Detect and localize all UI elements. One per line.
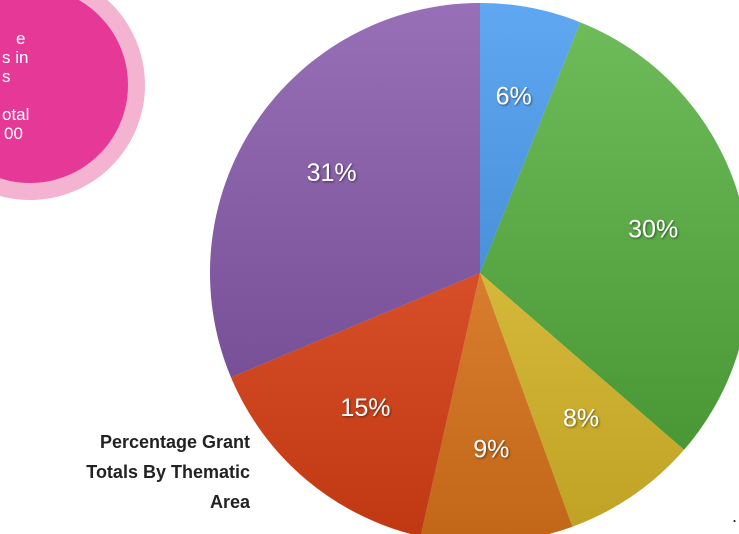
data-label: 15%	[340, 394, 390, 422]
badge-gear	[0, 0, 128, 183]
data-label: 31%	[307, 159, 357, 187]
badge-text: e	[16, 29, 25, 48]
badge-text: 00	[4, 124, 23, 143]
data-label: 8%	[563, 404, 599, 432]
badge: e s in s otal 00	[0, 0, 145, 200]
data-label: 30%	[628, 216, 678, 244]
pie: 6% 30% 8% 9% 15% 31%	[210, 3, 739, 534]
footnote: .	[732, 506, 737, 526]
caption: Totals By Thematic	[86, 462, 250, 482]
badge-text: otal	[2, 105, 29, 124]
data-label: 9%	[473, 435, 509, 463]
badge-text: s	[2, 67, 11, 86]
data-label: 6%	[496, 83, 532, 111]
caption: Percentage Grant	[100, 432, 250, 452]
caption: Area	[210, 492, 251, 512]
badge-text: s in	[2, 48, 28, 67]
